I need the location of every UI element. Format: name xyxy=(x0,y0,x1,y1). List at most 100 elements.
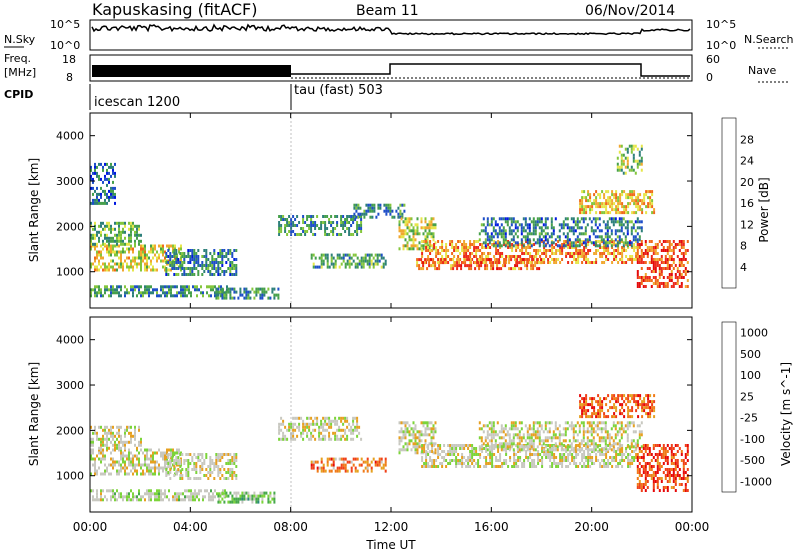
echo-cell xyxy=(568,445,571,449)
echo-cell xyxy=(227,249,230,252)
echo-cell xyxy=(330,469,333,473)
echo-cell xyxy=(449,447,452,450)
echo-cell xyxy=(660,261,663,264)
echo-cell xyxy=(302,215,305,218)
echo-cell xyxy=(273,293,276,297)
echo-cell xyxy=(385,203,388,207)
echo-cell xyxy=(205,252,208,255)
echo-cell xyxy=(607,249,610,252)
echo-cell xyxy=(304,428,307,432)
echo-cell xyxy=(666,249,669,252)
echo-cell xyxy=(540,229,543,233)
echo-cell xyxy=(324,227,327,230)
echo-cell xyxy=(185,471,188,474)
echo-cell xyxy=(589,205,592,209)
echo-cell xyxy=(566,241,569,245)
echo-cell xyxy=(468,258,471,262)
echo-cell xyxy=(508,258,511,262)
echo-cell xyxy=(90,451,92,455)
echo-cell xyxy=(606,220,609,224)
echo-cell xyxy=(531,453,534,456)
echo-cell xyxy=(579,208,582,212)
echo-cell xyxy=(551,456,554,459)
echo-cell xyxy=(96,285,98,289)
echo-cell xyxy=(633,258,636,261)
echo-cell xyxy=(638,162,641,166)
echo-cell xyxy=(583,406,586,410)
echo-cell xyxy=(636,249,639,252)
echo-cell xyxy=(553,246,556,249)
echo-cell xyxy=(616,162,619,166)
echo-cell xyxy=(506,430,509,434)
echo-cell xyxy=(164,489,166,493)
echo-cell xyxy=(520,448,523,452)
echo-cell xyxy=(516,264,519,268)
echo-cell xyxy=(406,217,409,221)
echo-cell xyxy=(112,165,114,169)
echo-cell xyxy=(424,433,427,437)
echo-cell xyxy=(535,252,538,255)
echo-cell xyxy=(110,291,112,295)
echo-cell xyxy=(589,403,592,407)
echo-cell xyxy=(496,421,499,425)
echo-cell xyxy=(589,193,592,197)
echo-cell xyxy=(652,267,655,270)
echo-cell xyxy=(486,258,489,262)
echo-cell xyxy=(211,471,214,474)
echo-cell xyxy=(154,466,156,470)
echo-cell xyxy=(148,489,150,493)
echo-cell xyxy=(326,233,329,236)
echo-cell xyxy=(340,256,343,260)
echo-cell xyxy=(292,428,295,432)
echo-cell xyxy=(416,258,419,262)
echo-cell xyxy=(428,220,431,224)
echo-cell xyxy=(118,239,120,243)
echo-cell xyxy=(478,258,481,262)
echo-cell xyxy=(98,288,100,292)
echo-cell xyxy=(355,206,358,210)
echo-cell xyxy=(126,440,128,444)
echo-cell xyxy=(617,465,620,468)
echo-cell xyxy=(100,443,102,447)
echo-cell xyxy=(112,195,114,199)
echo-cell xyxy=(150,291,152,295)
echo-cell xyxy=(649,190,652,194)
echo-cell xyxy=(631,456,634,459)
echo-cell xyxy=(662,276,665,279)
echo-cell xyxy=(104,457,106,461)
echo-cell xyxy=(148,495,150,499)
echo-cell xyxy=(586,430,589,434)
echo-cell xyxy=(369,203,372,207)
echo-cell xyxy=(632,226,635,230)
echo-cell xyxy=(486,235,489,239)
echo-cell xyxy=(461,444,464,447)
echo-cell xyxy=(215,267,218,270)
echo-cell xyxy=(427,462,430,465)
echo-cell xyxy=(475,252,478,255)
echo-cell xyxy=(100,253,102,257)
echo-cell xyxy=(570,217,573,221)
echo-cell xyxy=(599,205,602,209)
echo-cell xyxy=(221,491,224,495)
echo-cell xyxy=(598,427,601,431)
echo-cell xyxy=(96,492,98,496)
echo-cell xyxy=(682,276,685,279)
echo-cell xyxy=(478,232,481,236)
echo-cell xyxy=(96,434,98,438)
echo-cell xyxy=(430,442,433,446)
echo-cell xyxy=(630,150,633,154)
echo-cell xyxy=(146,268,148,272)
echo-cell xyxy=(310,221,313,224)
echo-cell xyxy=(581,211,584,215)
echo-cell xyxy=(154,460,156,464)
echo-cell xyxy=(620,220,623,224)
echo-cell xyxy=(622,232,625,236)
echo-cell xyxy=(174,492,176,496)
echo-cell xyxy=(316,469,319,473)
echo-cell xyxy=(217,471,220,474)
echo-cell xyxy=(231,252,234,255)
echo-cell xyxy=(122,451,124,455)
echo-cell xyxy=(356,416,359,420)
echo-cell xyxy=(625,249,628,252)
echo-cell xyxy=(324,434,327,438)
